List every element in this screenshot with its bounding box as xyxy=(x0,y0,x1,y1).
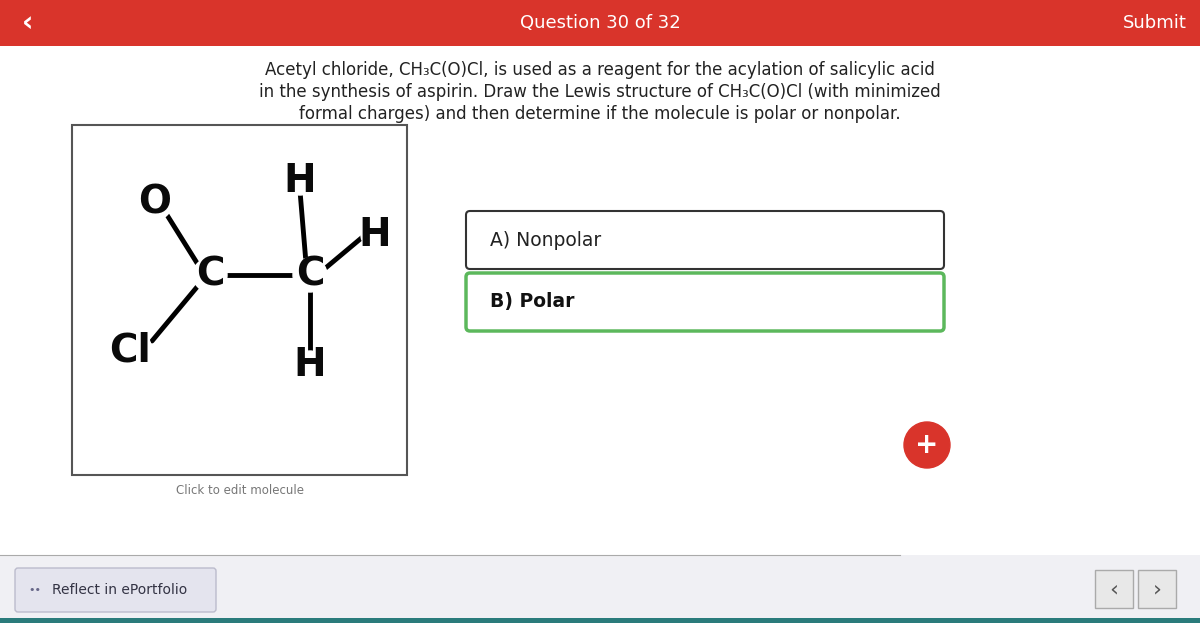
Text: Submit: Submit xyxy=(1123,14,1187,32)
Text: O: O xyxy=(138,184,172,222)
Bar xyxy=(0,0,1200,46)
Circle shape xyxy=(286,167,314,195)
Circle shape xyxy=(293,258,326,292)
Bar xyxy=(0,555,1200,623)
Circle shape xyxy=(193,258,227,292)
Text: A) Nonpolar: A) Nonpolar xyxy=(490,231,601,249)
Text: ••: •• xyxy=(29,585,42,595)
Text: H: H xyxy=(294,346,326,384)
Bar xyxy=(1138,570,1176,608)
Text: Question 30 of 32: Question 30 of 32 xyxy=(520,14,680,32)
Text: ›: › xyxy=(1152,579,1162,599)
Circle shape xyxy=(296,351,324,379)
Text: H: H xyxy=(359,216,391,254)
FancyBboxPatch shape xyxy=(466,211,944,269)
Text: Reflect in ePortfolio: Reflect in ePortfolio xyxy=(53,583,187,597)
Text: Cl: Cl xyxy=(109,332,151,370)
Text: +: + xyxy=(916,431,938,459)
Bar xyxy=(72,125,407,475)
Text: B) Polar: B) Polar xyxy=(490,293,575,312)
Text: ‹: ‹ xyxy=(1110,579,1118,599)
Text: C: C xyxy=(196,256,224,294)
FancyBboxPatch shape xyxy=(466,273,944,331)
Bar xyxy=(0,618,1200,623)
Text: Click to edit molecule: Click to edit molecule xyxy=(175,485,304,498)
Text: in the synthesis of aspirin. Draw the Lewis structure of CH₃C(O)Cl (with minimiz: in the synthesis of aspirin. Draw the Le… xyxy=(259,83,941,101)
Text: C: C xyxy=(295,256,324,294)
Bar xyxy=(1096,570,1133,608)
Text: Acetyl chloride, CH₃C(O)Cl, is used as a reagent for the acylation of salicylic : Acetyl chloride, CH₃C(O)Cl, is used as a… xyxy=(265,61,935,79)
Text: H: H xyxy=(283,162,317,200)
Circle shape xyxy=(138,186,172,220)
Circle shape xyxy=(361,221,389,249)
Circle shape xyxy=(904,422,950,468)
Circle shape xyxy=(108,329,152,373)
Text: formal charges) and then determine if the molecule is polar or nonpolar.: formal charges) and then determine if th… xyxy=(299,105,901,123)
Text: ‹: ‹ xyxy=(23,9,34,37)
FancyBboxPatch shape xyxy=(14,568,216,612)
